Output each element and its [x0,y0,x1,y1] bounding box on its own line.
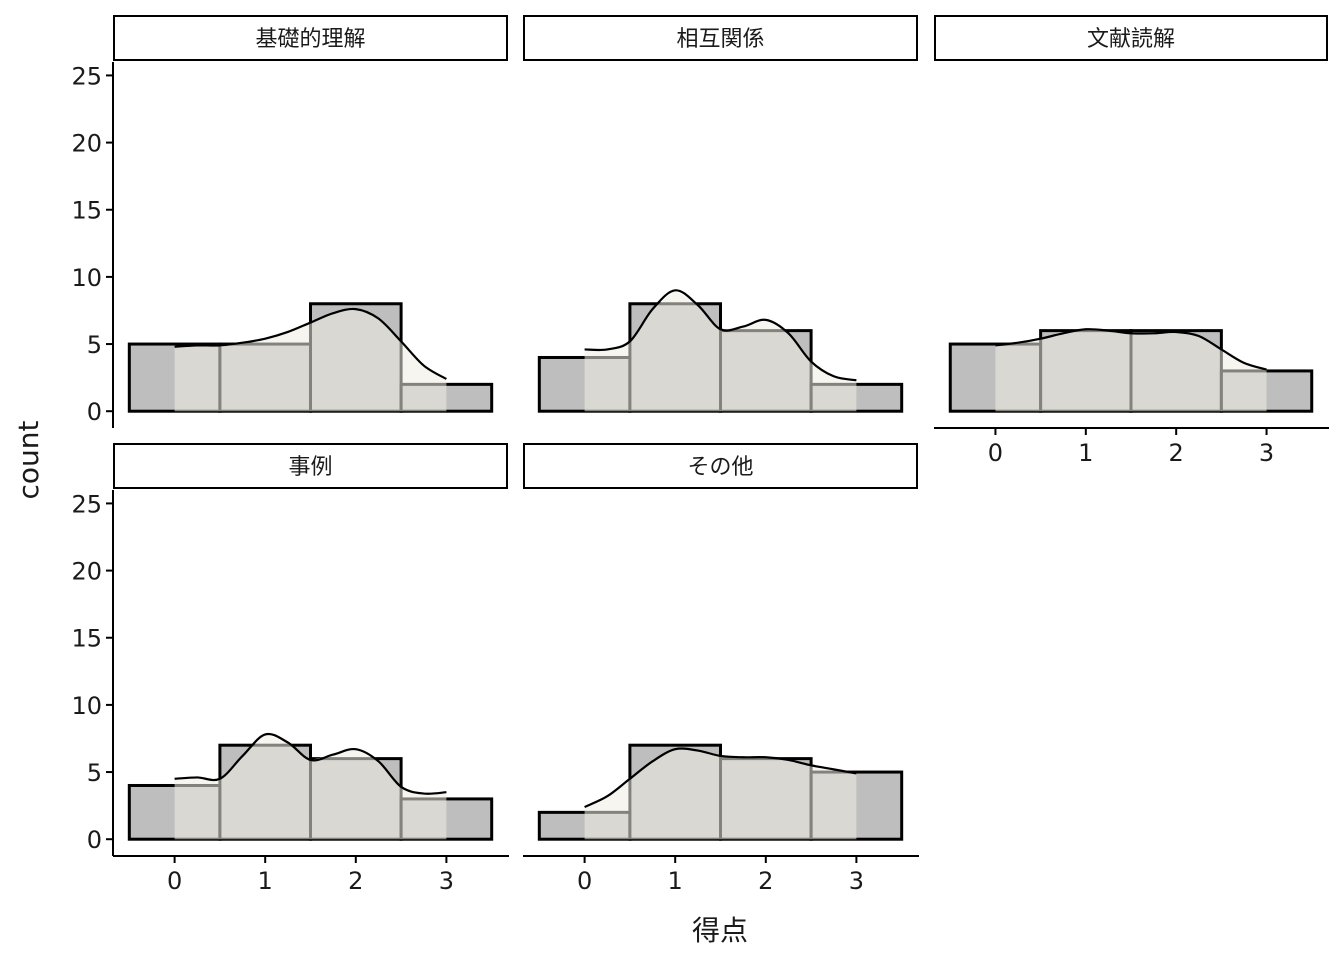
density-area [584,749,857,840]
x-tick-label: 3 [849,867,864,895]
x-tick-label: 3 [439,867,454,895]
facet-strip-label: 事例 [288,455,332,480]
y-tick-label: 0 [87,826,102,854]
facet-strip [113,15,508,61]
y-tick-label: 0 [87,398,102,426]
facet-strip [523,443,918,489]
facet-strip [523,15,918,61]
x-axis-title: 得点 [692,914,748,947]
density-line [995,328,1267,371]
y-tick-label: 20 [71,130,102,158]
facet-strip-label: 文献読解 [1087,27,1175,52]
y-axis-title: count [12,420,45,499]
density-line [174,732,447,795]
x-tick-label: 1 [668,867,683,895]
y-tick-label: 15 [71,625,102,653]
facet-strip-label: その他 [687,455,753,480]
x-tick-label: 0 [988,439,1003,467]
y-tick-label: 10 [71,264,102,292]
x-tick-label: 3 [1259,439,1274,467]
density-line [584,289,857,382]
x-tick-label: 2 [348,867,363,895]
x-tick-label: 2 [1169,439,1184,467]
facet-panel: 基礎的理解 0 5 10 15 20 25 [71,15,508,428]
x-tick-label: 1 [258,867,273,895]
x-tick-label: 2 [758,867,773,895]
facet-strip [113,443,508,489]
facet-strip [934,15,1328,61]
facet-panel: 文献読解 0 1 2 3 [934,15,1329,467]
x-tick-label: 0 [577,867,592,895]
facet-panel: その他 0 1 2 3 [523,443,919,895]
density-area [174,734,447,840]
density-area [584,290,857,412]
y-tick-label: 10 [71,692,102,720]
density-area [174,309,447,412]
y-tick-label: 20 [71,558,102,586]
y-tick-label: 25 [71,490,102,518]
facet-strip-label: 基礎的理解 [255,27,365,52]
x-tick-label: 0 [167,867,182,895]
y-tick-label: 5 [87,759,102,787]
facet-strip-label: 相互関係 [676,27,764,52]
y-tick-label: 25 [71,62,102,90]
facet-panel: 相互関係 [523,15,918,413]
density-line [584,747,857,808]
facet-panel: 事例 0 5 10 15 20 25 0 1 2 3 [71,443,509,895]
x-tick-label: 1 [1078,439,1093,467]
density-line [174,307,447,380]
y-tick-label: 15 [71,197,102,225]
y-tick-label: 5 [87,331,102,359]
density-area [995,329,1267,412]
